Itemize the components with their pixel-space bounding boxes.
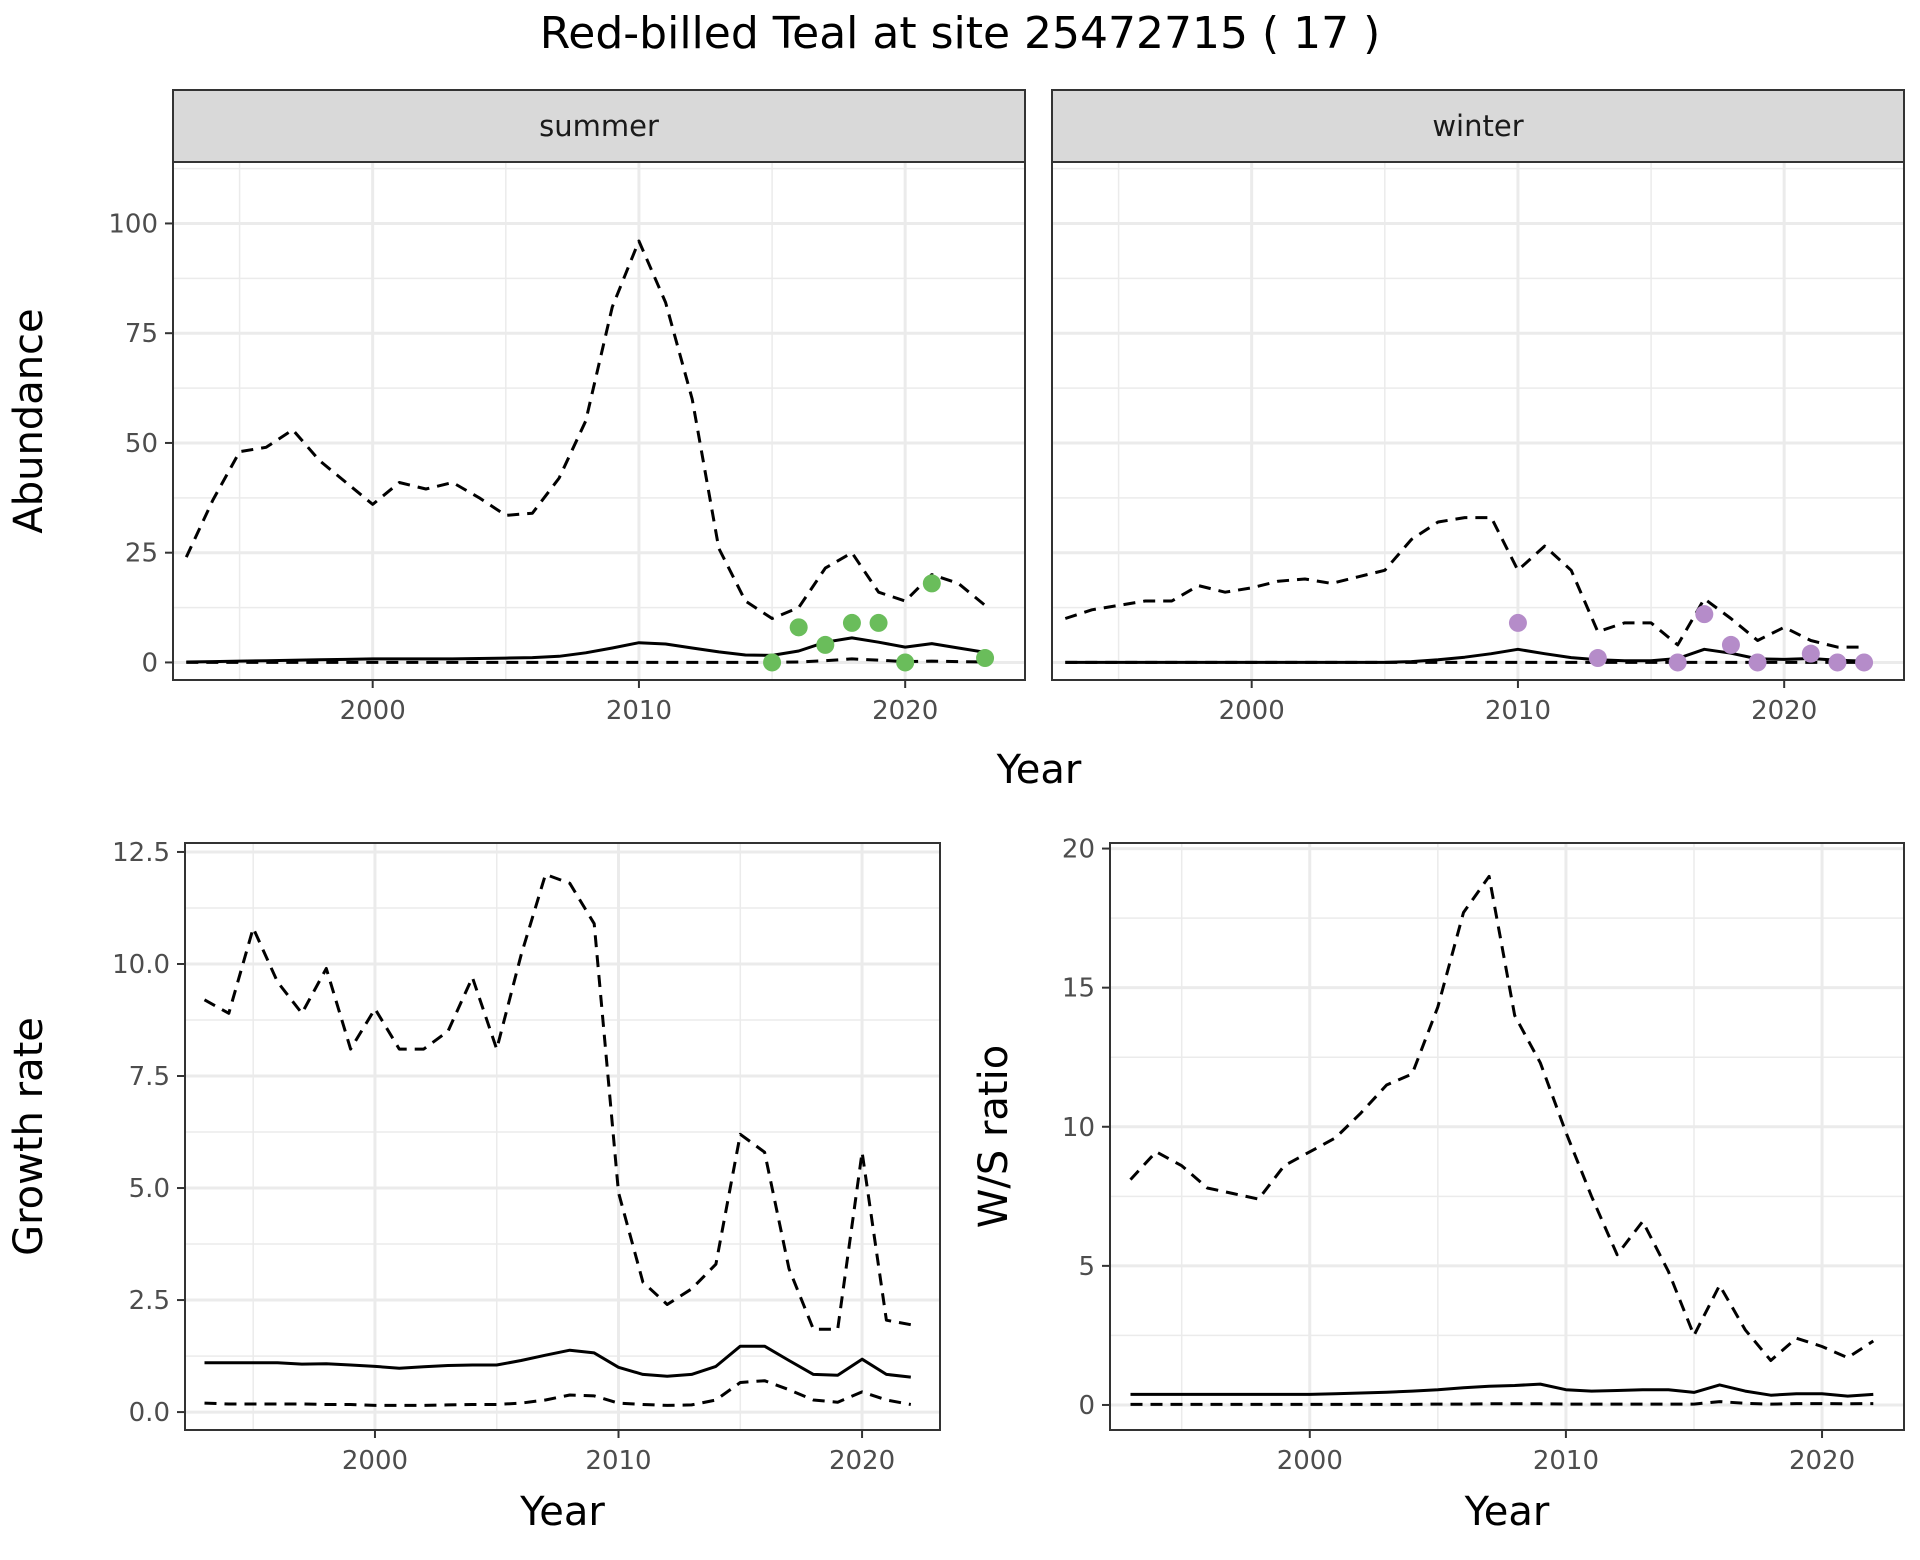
- y-tick-label: 0: [1078, 1391, 1095, 1421]
- data-point: [1801, 644, 1820, 663]
- y-tick-label: 75: [125, 319, 158, 349]
- data-point: [789, 618, 808, 637]
- y-tick-label: 100: [108, 209, 158, 239]
- y-axis-title: Abundance: [6, 308, 52, 533]
- panel-border: [184, 842, 941, 1431]
- x-tick-label: 2020: [1751, 696, 1817, 726]
- data-point: [816, 635, 835, 654]
- y-tick-label: 10.0: [112, 950, 170, 980]
- y-tick-label: 12.5: [112, 838, 170, 868]
- y-tick-label: 0.0: [129, 1398, 170, 1428]
- y-tick-label: 50: [125, 429, 158, 459]
- data-point: [1588, 649, 1607, 668]
- panel-winter: winter 2000 2010 2020: [1051, 89, 1905, 726]
- facet-strip-label: winter: [1432, 109, 1523, 143]
- series-line-upper: [1129, 874, 1875, 1362]
- data-point: [896, 653, 915, 672]
- series-line-upper: [203, 872, 912, 1331]
- y-axis-title: W/S ratio: [971, 1045, 1017, 1228]
- data-point: [842, 613, 861, 632]
- x-tick-label: 2000: [342, 1446, 408, 1476]
- series-line-upper: [1064, 516, 1865, 649]
- data-point: [1668, 653, 1687, 672]
- y-tick-label: 5: [1078, 1252, 1095, 1282]
- x-tick-label: 2020: [829, 1446, 895, 1476]
- series-line-lower: [1130, 1400, 1874, 1406]
- y-tick-label: 0: [141, 648, 158, 678]
- x-tick-label: 2020: [872, 696, 938, 726]
- y-tick-label: 10: [1062, 1113, 1095, 1143]
- x-axis-title: Year: [1464, 1489, 1550, 1535]
- series-line-estimate: [204, 1344, 911, 1379]
- x-tick-label: 2000: [1219, 696, 1285, 726]
- x-tick-label: 2000: [1277, 1446, 1343, 1476]
- x-tick-label: 2020: [1789, 1446, 1855, 1476]
- data-point: [922, 574, 941, 593]
- x-tick-label: 2010: [1485, 696, 1551, 726]
- facet-strip-label: summer: [539, 109, 659, 143]
- data-point: [1508, 613, 1527, 632]
- data-point: [1695, 605, 1714, 624]
- series-line-lower: [186, 657, 986, 664]
- data-point: [1748, 653, 1767, 672]
- y-tick-label: 15: [1062, 974, 1095, 1004]
- x-tick-label: 2010: [585, 1446, 651, 1476]
- x-axis-title: Year: [519, 1489, 605, 1535]
- x-axis-title-facets: Year: [996, 747, 1082, 793]
- x-tick-label: 2000: [340, 696, 406, 726]
- panel-growth-rate: 2000 2010 2020 0.0 2.5 5.0 7.5 10.0 12.5 Growth r…: [6, 838, 941, 1535]
- y-tick-label: 7.5: [129, 1062, 170, 1092]
- panel-border: [1109, 842, 1905, 1431]
- y-tick-label: 20: [1062, 835, 1095, 865]
- panel-w-s-ratio: 2000 2010 2020 0 5 10 15 20 W/S ratio Year: [971, 835, 1905, 1535]
- data-point: [1855, 653, 1874, 672]
- data-point: [1721, 635, 1740, 654]
- facet-strip: [172, 89, 1026, 163]
- series-line-estimate: [186, 636, 986, 664]
- series-line-estimate: [1130, 1382, 1874, 1398]
- x-tick-label: 2010: [606, 696, 672, 726]
- y-axis-title: Growth rate: [6, 1017, 52, 1256]
- facet-strip: [1051, 89, 1905, 163]
- data-point: [976, 649, 995, 668]
- data-point: [869, 613, 888, 632]
- chart-title: Red-billed Teal at site 25472715 ( 17 ): [540, 8, 1381, 59]
- data-point: [1828, 653, 1847, 672]
- panel-summer: summer 2000 2010 2020 0 25 50 75 100 Abundance: [6, 89, 1026, 726]
- y-tick-label: 2.5: [129, 1286, 170, 1316]
- y-tick-label: 25: [125, 539, 158, 569]
- data-point: [763, 653, 782, 672]
- x-tick-label: 2010: [1533, 1446, 1599, 1476]
- y-tick-label: 5.0: [129, 1174, 170, 1204]
